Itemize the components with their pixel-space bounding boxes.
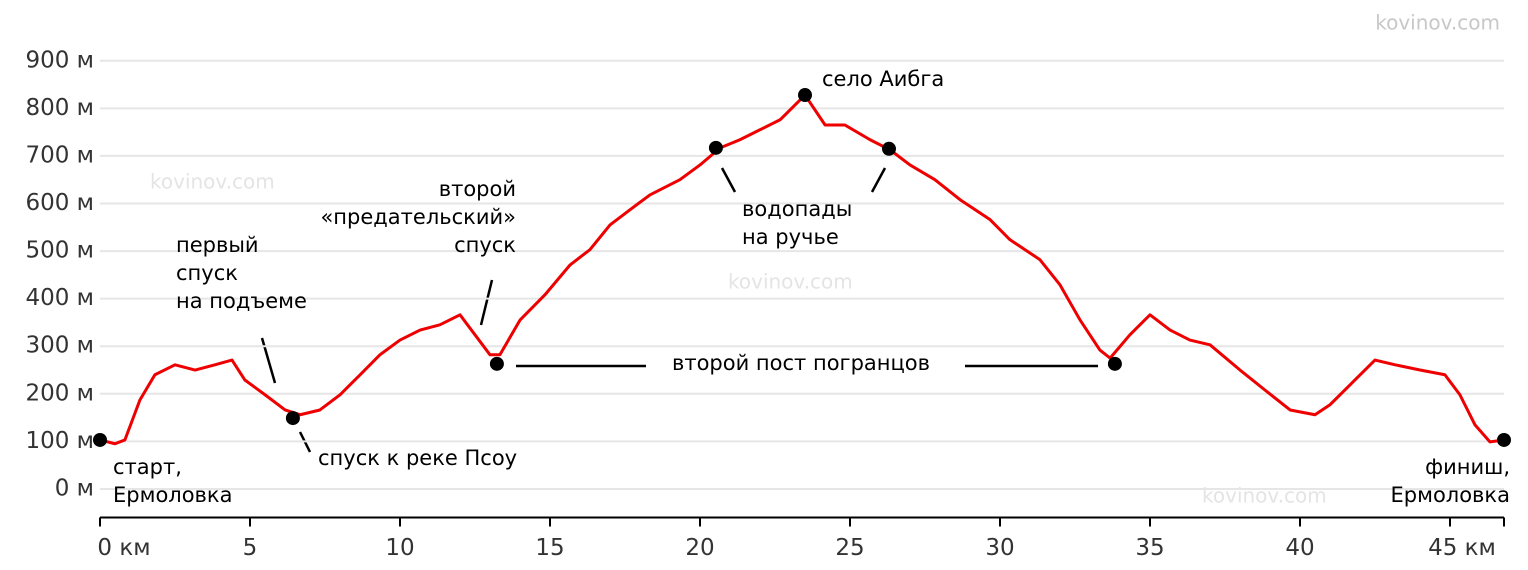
annotation: первый [176,233,259,257]
annotation: спуск [176,261,238,285]
annotation: финиш, [1425,455,1510,479]
watermark: kovinov.com [1375,11,1500,35]
x-tick-label: 15 [535,535,564,561]
point-marker [708,140,723,155]
annotation: спуск к реке Псоу [318,446,517,470]
annotation: спуск [454,233,516,257]
y-tick-label: 200 м [25,380,94,406]
point-marker [489,356,504,371]
x-tick-label: 0 км [97,535,150,561]
y-tick-label: 300 м [25,333,94,359]
point-marker [1497,432,1511,447]
annotation: второй [439,177,516,201]
annotation: Ермоловка [1391,483,1511,507]
leader-line [260,337,277,384]
y-tick-label: 700 м [25,142,94,168]
x-tick-label: 20 [685,535,714,561]
y-tick-label: 100 м [25,428,94,454]
leader-lines [260,167,1098,453]
x-tick-label: 40 [1285,535,1314,561]
point-marker [1107,356,1122,371]
annotation: второй пост погранцов [672,351,930,375]
annotation: на ручье [742,225,839,249]
annotation: на подъеме [176,289,307,313]
y-tick-label: 0 м [55,475,94,501]
x-tick-label: 35 [1135,535,1164,561]
x-tick-label: 25 [835,535,864,561]
y-tick-label: 600 м [25,190,94,216]
point-marker [93,432,107,447]
leader-line [720,167,737,193]
annotation: село Аибга [822,67,944,91]
watermark: kovinov.com [1202,484,1327,508]
y-tick-label: 400 м [25,285,94,311]
annotation: водопады [742,197,852,221]
x-tick-label: 5 [243,535,258,561]
annotation: «предательский» [320,205,516,229]
watermark: kovinov.com [728,270,853,294]
x-tick-label: 45 км [1428,535,1496,561]
watermark: kovinov.com [150,170,275,194]
annotation: старт, [113,455,182,479]
x-tick-label: 10 [385,535,414,561]
leader-line [870,167,887,193]
annotation: Ермоловка [113,483,233,507]
leader-line [479,279,494,326]
point-marker [285,411,300,426]
point-marker [798,88,812,103]
y-tick-label: 800 м [25,95,94,121]
x-tick-label: 30 [985,535,1014,561]
point-marker [882,141,896,156]
y-tick-label: 900 м [25,47,94,73]
y-tick-label: 500 м [25,238,94,264]
